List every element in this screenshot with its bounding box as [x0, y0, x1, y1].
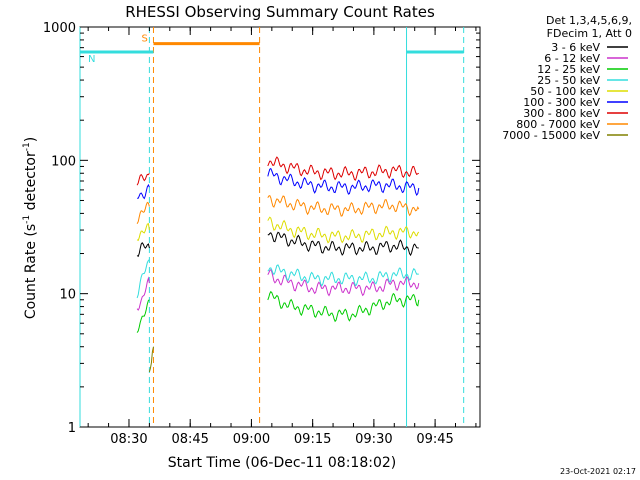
series-line: [267, 194, 420, 217]
legend-entry-label: 300 - 800 keV: [523, 107, 600, 120]
series-line: [136, 299, 150, 333]
y-label-sup-2: -1: [22, 142, 32, 151]
legend-header-line-2: FDecim 1, Att 0: [547, 27, 632, 40]
chart-title: RHESSI Observing Summary Count Rates: [125, 3, 435, 21]
series-line: [267, 216, 420, 244]
series-line: [267, 290, 420, 323]
legend: Det 1,3,4,5,6,9, FDecim 1, Att 0 3 - 6 k…: [502, 14, 632, 142]
series-line: [267, 264, 419, 287]
y-tick-label: 1000: [43, 21, 76, 36]
y-label-mid: detector: [23, 151, 39, 215]
legend-entry-label: 50 - 100 keV: [530, 85, 600, 98]
y-tick-label: 1: [68, 421, 76, 436]
series-line: [267, 167, 420, 196]
y-label-end: ): [23, 137, 39, 142]
series-line: [136, 259, 150, 299]
series-line: [136, 172, 150, 186]
x-tick-label: 08:45: [171, 432, 208, 447]
series-line: [136, 201, 150, 224]
series-line: [137, 183, 150, 200]
legend-entry-label: 6 - 12 keV: [544, 52, 600, 65]
series-line: [267, 231, 419, 257]
series-line: [267, 156, 419, 181]
series-line: [136, 241, 150, 258]
flag-label: S: [141, 34, 147, 45]
flag-label: N: [88, 54, 95, 65]
y-label-sup-1: -1: [22, 215, 32, 224]
x-tick-label: 09:00: [233, 432, 270, 447]
x-tick-label: 08:30: [110, 432, 147, 447]
series-line: [148, 346, 154, 373]
x-tick-label: 09:15: [294, 432, 331, 447]
legend-entry-label: 3 - 6 keV: [551, 41, 600, 54]
series-line: [267, 268, 420, 297]
legend-entry-label: 7000 - 15000 keV: [502, 129, 600, 142]
y-axis-label: Count Rate (s-1 detector-1): [22, 137, 39, 319]
legend-entry-label: 100 - 300 keV: [523, 96, 600, 109]
series-line: [136, 223, 150, 242]
legend-entry-label: 800 - 7000 keV: [516, 118, 600, 131]
y-tick-label: 10: [59, 288, 76, 303]
legend-entry-label: 12 - 25 keV: [537, 63, 600, 76]
y-tick-label: 100: [51, 154, 76, 169]
y-label-main: Count Rate (s: [23, 224, 39, 319]
legend-header-line-1: Det 1,3,4,5,6,9,: [546, 14, 632, 27]
timestamp: 23-Oct-2021 02:17: [560, 467, 636, 476]
x-tick-label: 09:45: [416, 432, 453, 447]
legend-entry-label: 25 - 50 keV: [537, 74, 600, 87]
series-line: [136, 276, 150, 311]
x-tick-label: 09:30: [355, 432, 392, 447]
x-axis-label: Start Time (06-Dec-11 08:18:02): [168, 455, 396, 471]
